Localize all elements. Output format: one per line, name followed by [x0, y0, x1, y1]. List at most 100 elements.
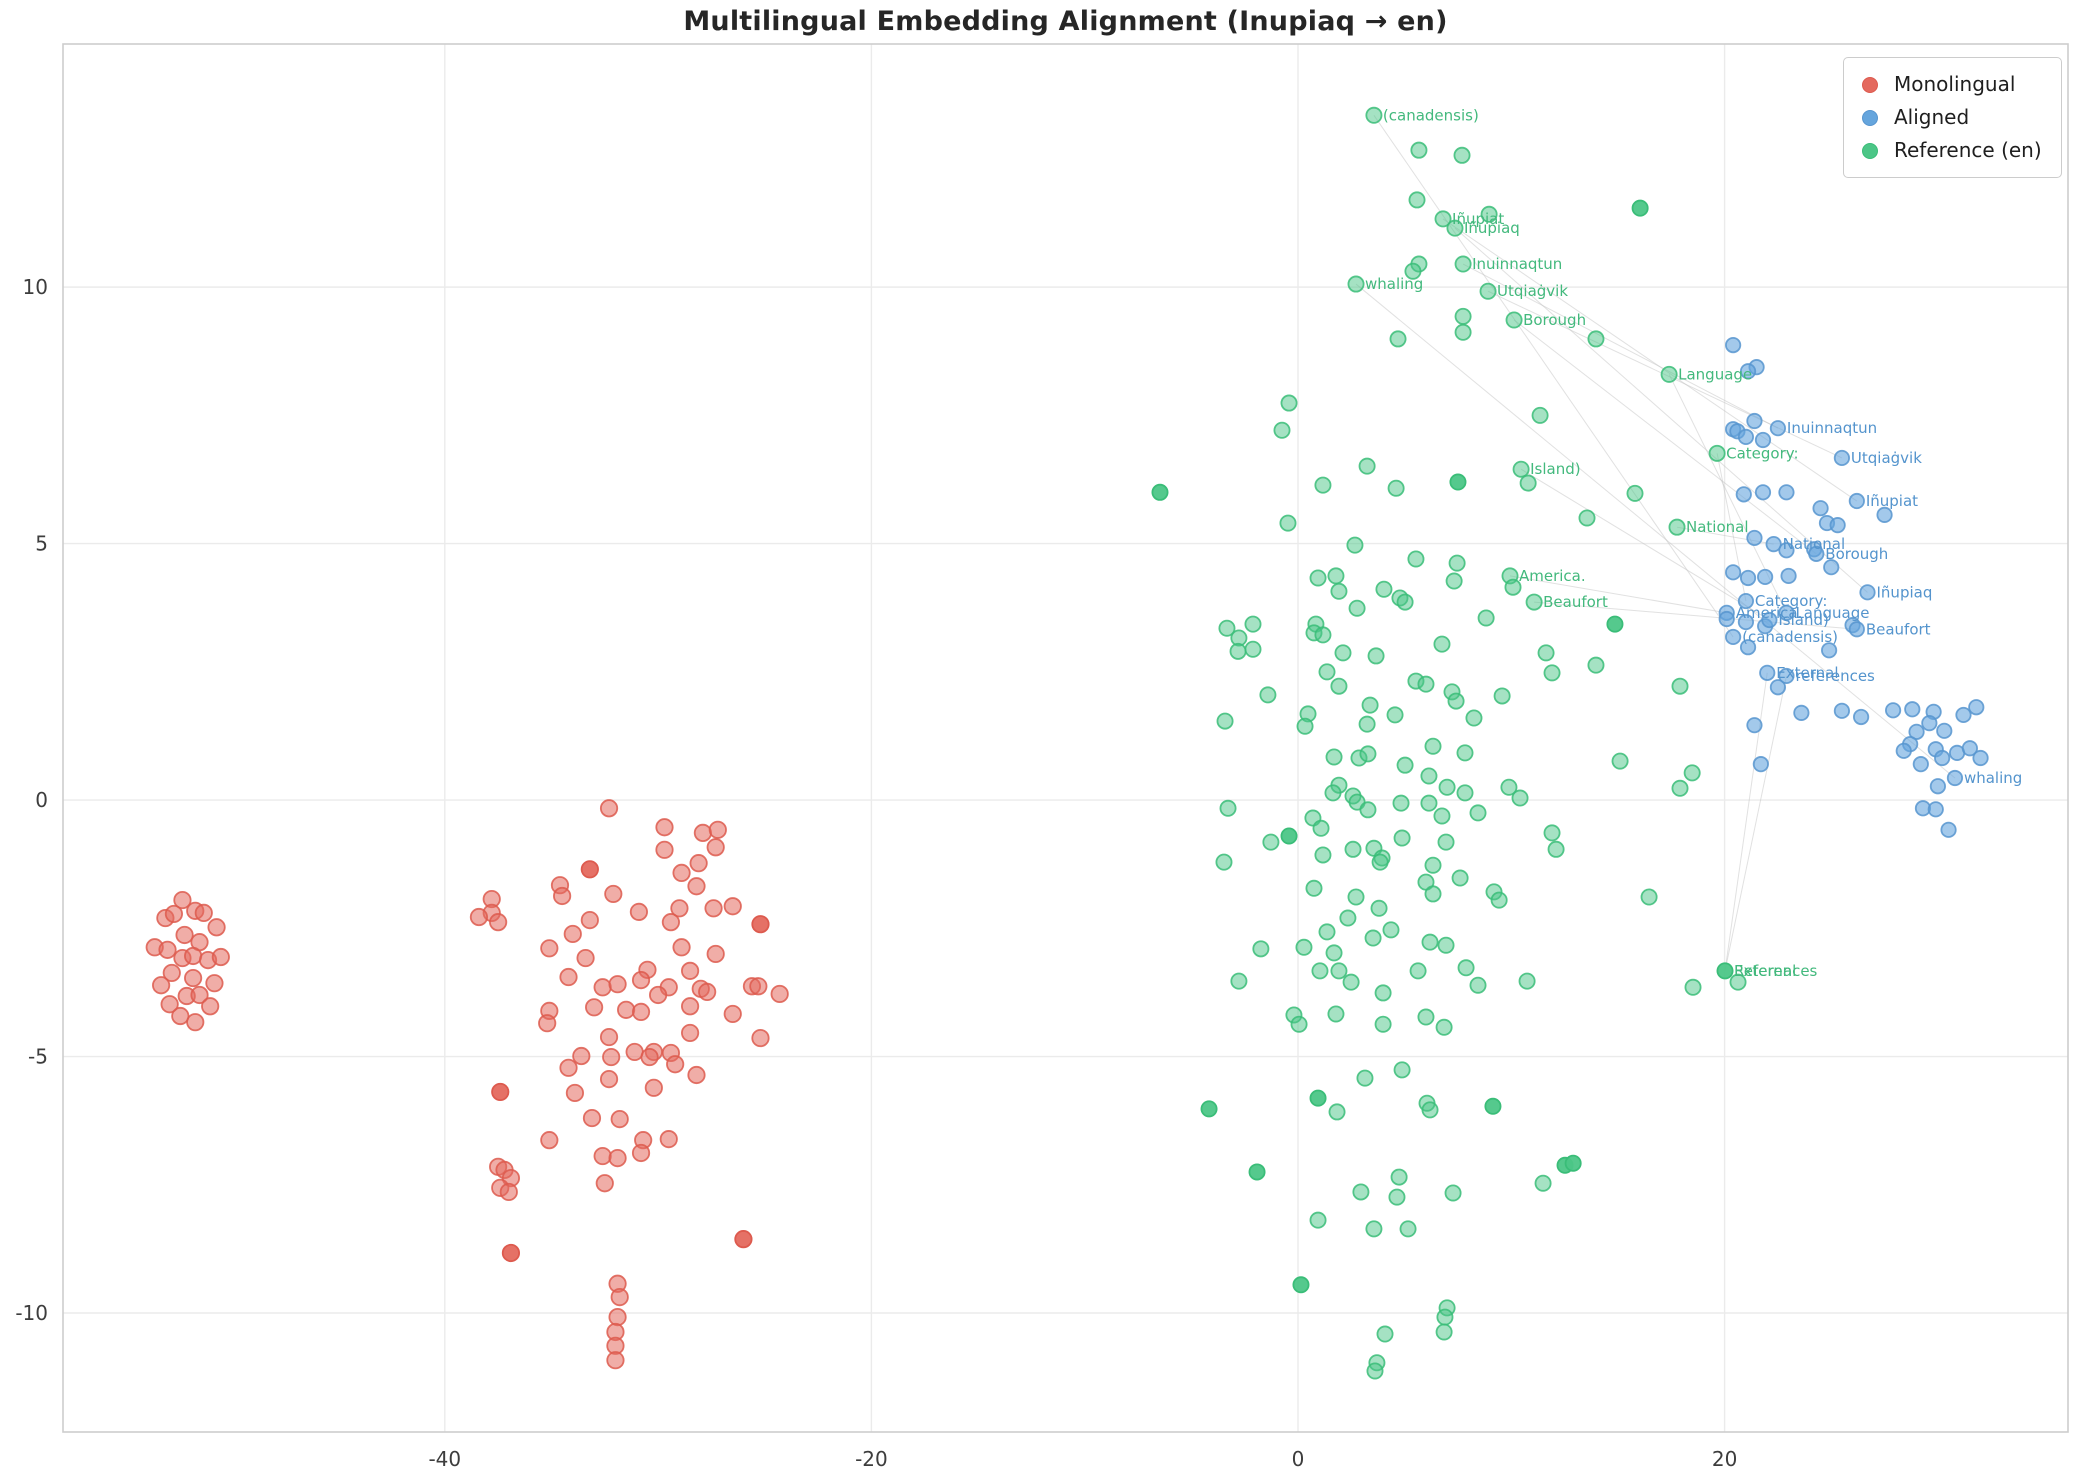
data-point-aligned [1778, 667, 1795, 685]
data-point-reference-en [1547, 840, 1565, 858]
data-point-reference-en [1364, 929, 1382, 947]
data-point-reference-en [1371, 853, 1389, 871]
data-point-reference-en [1640, 888, 1658, 906]
data-point-monolingual [599, 1027, 619, 1047]
plot-frame [62, 43, 2069, 1433]
alignment-line [1509, 575, 1727, 614]
data-point-reference-en [1344, 840, 1362, 858]
data-point-monolingual [693, 823, 712, 842]
data-point-reference-en [1262, 833, 1280, 851]
data-point-aligned [1769, 420, 1787, 437]
legend-label-reference: Reference (en) [1894, 138, 2042, 162]
data-point-monolingual-emphasis [501, 1243, 521, 1263]
data-point-aligned [1759, 664, 1776, 681]
data-point-monolingual [599, 1070, 619, 1089]
y-tick-label: -10 [15, 1301, 48, 1325]
annotation-aligned: (canadensis) [1742, 628, 1838, 646]
data-point-monolingual [201, 997, 220, 1016]
data-point-monolingual [770, 984, 789, 1004]
data-point-reference-en-emphasis [1292, 1276, 1310, 1294]
data-point-reference-en [1330, 582, 1348, 600]
data-point-aligned [1739, 639, 1757, 656]
annotation-reference: Inuinnaqtun [1472, 255, 1562, 273]
data-point-aligned [1946, 769, 1964, 787]
data-point-reference-en [1252, 940, 1270, 958]
data-point-aligned [1848, 492, 1865, 510]
data-point-monolingual [672, 863, 691, 883]
legend: Monolingual Aligned Reference (en) [1843, 57, 2062, 178]
data-point-reference-en [1660, 365, 1678, 383]
data-point-reference-en [1587, 656, 1605, 674]
annotation-reference: Iñupiat [1452, 210, 1504, 228]
data-point-aligned [1972, 749, 1989, 767]
data-point-reference-en [1318, 923, 1336, 941]
data-point-reference-en [1671, 779, 1689, 797]
data-point-reference-en [1448, 554, 1466, 572]
data-point-reference-en [1578, 509, 1596, 527]
data-point-monolingual [489, 913, 508, 932]
data-point-reference-en [1244, 640, 1262, 658]
data-point-aligned [1955, 706, 1972, 724]
data-point-reference-en [1312, 819, 1330, 837]
data-point-reference-en [1534, 1174, 1552, 1192]
annotation-reference: Utqiaġvik [1497, 282, 1568, 300]
data-point-monolingual [593, 1146, 612, 1166]
data-point-reference-en [1230, 972, 1248, 990]
data-point-reference-en [1469, 976, 1487, 994]
data-point-monolingual [595, 1174, 614, 1193]
data-point-reference-en [1512, 460, 1530, 478]
data-point-aligned [1757, 568, 1774, 586]
data-point-reference-en [1393, 1061, 1411, 1079]
data-point-reference-en-emphasis [1151, 483, 1169, 501]
annotation-aligned: references [1795, 667, 1875, 685]
data-point-reference-en [1339, 909, 1357, 927]
data-point-reference-en [1374, 984, 1392, 1002]
data-point-reference-en [1215, 853, 1233, 871]
data-point-reference-en [1273, 421, 1291, 439]
data-point-reference-en [1505, 311, 1523, 329]
data-point-reference-en [1366, 1362, 1384, 1380]
data-point-reference-en [1216, 712, 1234, 730]
data-point-reference-en [1437, 833, 1455, 851]
data-point-reference-en-emphasis [1484, 1097, 1502, 1115]
data-point-monolingual [629, 902, 649, 921]
data-point-reference-en [1370, 899, 1388, 917]
data-point-reference-en [1327, 1005, 1345, 1023]
annotation-reference: Beaufort [1543, 593, 1608, 611]
data-point-monolingual [563, 924, 582, 944]
data-point-reference-en [1417, 675, 1435, 693]
data-point-reference-en [1375, 580, 1393, 598]
alignment-line [1520, 468, 1770, 621]
data-point-monolingual [608, 975, 627, 994]
data-point-reference-en [1454, 307, 1472, 325]
data-point-aligned [1929, 778, 1946, 795]
data-point-reference-en [1352, 1183, 1370, 1201]
data-point-monolingual [640, 1047, 659, 1067]
data-point-monolingual [175, 925, 194, 945]
y-tick-label: -5 [28, 1045, 48, 1069]
annotation-reference: External [1734, 962, 1796, 980]
data-point-monolingual [499, 1182, 518, 1202]
data-point-aligned [1746, 412, 1763, 430]
data-point-reference-en [1390, 1168, 1408, 1186]
data-point-reference-en [1490, 891, 1508, 909]
data-point-reference-en [1396, 756, 1414, 774]
data-point-monolingual [704, 899, 723, 918]
data-point-reference-en [1325, 944, 1343, 962]
data-point-monolingual [608, 1308, 627, 1327]
data-point-monolingual [610, 1287, 629, 1307]
legend-label-aligned: Aligned [1894, 105, 1970, 129]
data-point-aligned [1829, 517, 1846, 534]
data-point-reference-en [1393, 829, 1411, 847]
annotation-aligned: Borough [1825, 545, 1888, 563]
data-point-reference-en [1346, 536, 1364, 554]
data-point-monolingual [631, 1002, 651, 1022]
annotation-aligned: whaling [1964, 769, 2022, 787]
data-point-aligned [1737, 428, 1755, 446]
legend-swatch-aligned [1862, 109, 1878, 126]
alignment-line [1724, 675, 1787, 971]
annotation-reference: References [1734, 962, 1818, 980]
data-point-aligned [1884, 702, 1902, 719]
